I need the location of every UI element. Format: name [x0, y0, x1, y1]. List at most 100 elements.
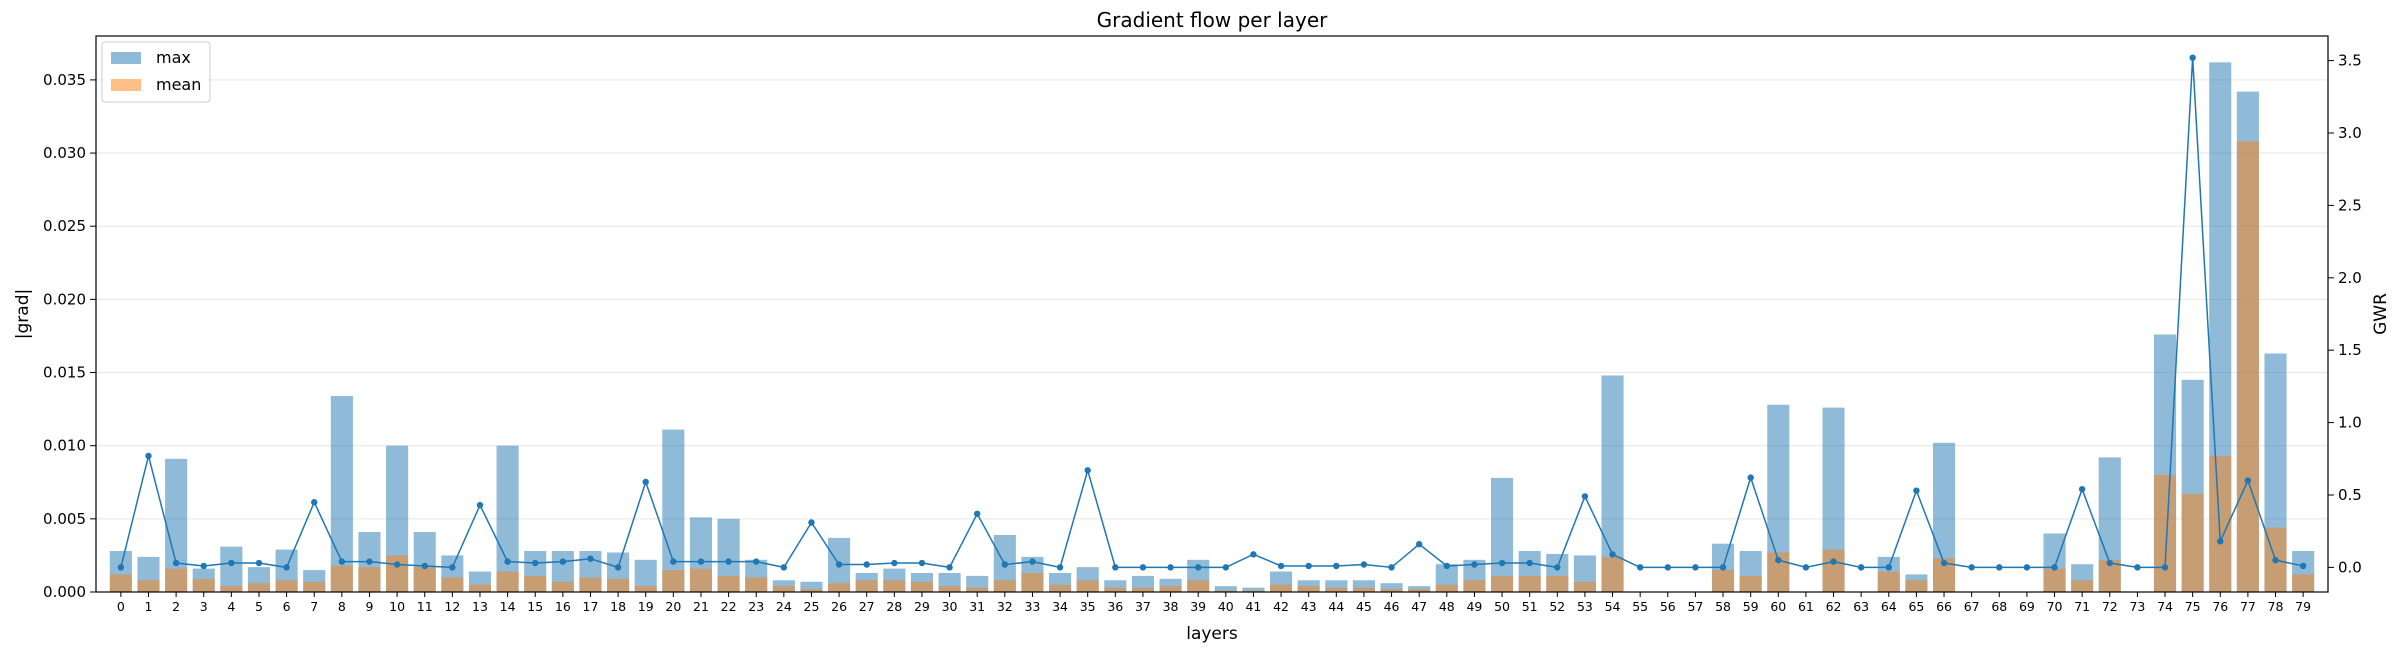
x-tick-label: 77	[2240, 599, 2256, 614]
bar-mean	[413, 567, 436, 592]
x-tick-label: 53	[1577, 599, 1593, 614]
x-tick-label: 55	[1632, 599, 1648, 614]
y-axis-left: 0.000 0.005 0.010 0.015 0.020 0.025 0.030 0.035	[43, 71, 96, 601]
gwr-point	[1940, 559, 1948, 567]
bar-mean	[1573, 581, 1596, 592]
bar-mean	[634, 586, 657, 592]
bar-max	[165, 458, 188, 592]
x-tick-label: 37	[1135, 599, 1151, 614]
bar-max	[220, 546, 243, 592]
x-tick-label: 48	[1439, 599, 1455, 614]
x-tick-label: 73	[2129, 599, 2145, 614]
gwr-point	[1498, 559, 1506, 567]
bar-max	[800, 581, 823, 592]
x-tick-label: 60	[1770, 599, 1786, 614]
x-tick-label: 65	[1908, 599, 1924, 614]
gwr-point	[1333, 562, 1340, 570]
x-tick-label: 74	[2157, 599, 2173, 614]
gwr-point	[338, 558, 346, 565]
bar-mean	[938, 586, 961, 592]
x-tick-label: 15	[527, 599, 543, 614]
x-tick-label: 64	[1881, 599, 1897, 614]
x-tick-label: 24	[776, 599, 792, 614]
bar-max	[330, 395, 353, 592]
bar-mean	[2236, 141, 2259, 593]
gwr-point	[145, 452, 152, 460]
bar-mean	[1131, 587, 1154, 592]
x-tick-label: 52	[1549, 599, 1565, 614]
gwr-point	[891, 559, 898, 567]
chart-title: Gradient flow per layer	[1097, 8, 1328, 32]
x-tick-label: 22	[721, 599, 737, 614]
x-tick-label: 21	[693, 599, 709, 614]
x-axis-label: layers	[1186, 624, 1238, 644]
bar-max	[1214, 586, 1237, 592]
bar-mean	[1049, 584, 1072, 592]
gwr-point	[1526, 559, 1533, 567]
gwr-point	[366, 558, 373, 565]
bar-mean	[2209, 455, 2232, 592]
bar-mean	[165, 568, 188, 592]
x-tick-label: 39	[1190, 599, 1206, 614]
gwr-point	[2134, 564, 2141, 571]
bar-mean	[966, 587, 989, 592]
gwr-point	[1194, 564, 1202, 571]
bar-mean	[2181, 493, 2204, 592]
x-tick-label: 43	[1301, 599, 1317, 614]
x-tick-label: 46	[1384, 599, 1400, 614]
bar-mean	[1905, 580, 1928, 592]
gwr-point	[255, 559, 263, 567]
x-tick-label: 36	[1107, 599, 1123, 614]
gwr-point	[973, 510, 981, 518]
x-tick-label: 12	[444, 599, 460, 614]
gwr-point	[1719, 564, 1727, 571]
x-tick-label: 32	[997, 599, 1013, 614]
gwr-point	[1471, 561, 1478, 568]
bar-mean	[2043, 568, 2066, 592]
x-tick-label: 61	[1798, 599, 1814, 614]
gwr-point	[642, 478, 649, 486]
gwr-point	[1305, 562, 1312, 570]
x-axis: 0 1 2 3 4 5 6 7 8 9 10 11 12 13 14 15 16 17 18 19 20 21 22 23 24…	[117, 592, 2311, 614]
bar-mean	[468, 584, 492, 592]
x-tick-label: 38	[1163, 599, 1179, 614]
x-tick-label: 63	[1853, 599, 1869, 614]
y-axis-label: |grad|	[13, 289, 33, 339]
bar-max	[662, 429, 685, 592]
bar-mean	[1270, 584, 1293, 592]
bar-mean	[1187, 580, 1210, 592]
gwr-point	[1415, 541, 1423, 548]
gwr-point	[1636, 564, 1644, 571]
bars-mean	[109, 141, 2315, 593]
legend-label-max: max	[156, 48, 191, 67]
bar-mean	[303, 581, 326, 592]
bar-mean	[2153, 474, 2177, 592]
bar-mean	[1021, 572, 1044, 592]
x-tick-label: 76	[2212, 599, 2228, 614]
x-tick-label: 51	[1522, 599, 1538, 614]
x-tick-label: 50	[1494, 599, 1510, 614]
gwr-point	[808, 519, 815, 526]
gwr-point	[1112, 564, 1119, 571]
bar-mean	[330, 565, 353, 592]
x-tick-label: 17	[583, 599, 599, 614]
gwr-point	[1250, 551, 1257, 558]
bar-mean	[358, 567, 381, 592]
gwr-point	[2106, 559, 2113, 567]
bar-mean	[1159, 586, 1182, 592]
bar-mean	[1491, 575, 1514, 592]
x-tick-label: 71	[2074, 599, 2090, 614]
gwr-point	[421, 562, 428, 570]
x-tick-label: 14	[500, 599, 516, 614]
x-tick-label: 31	[969, 599, 985, 614]
bar-mean	[2098, 559, 2121, 592]
gwr-point	[311, 499, 318, 506]
x-tick-label: 62	[1826, 599, 1842, 614]
bar-mean	[1739, 575, 1762, 592]
bar-mean	[441, 577, 464, 592]
gwr-point	[1996, 564, 2003, 571]
bar-mean	[1518, 575, 1541, 592]
gwr-point	[1388, 564, 1395, 571]
y-tick-label: 0.010	[43, 437, 86, 455]
gwr-point	[697, 558, 705, 565]
